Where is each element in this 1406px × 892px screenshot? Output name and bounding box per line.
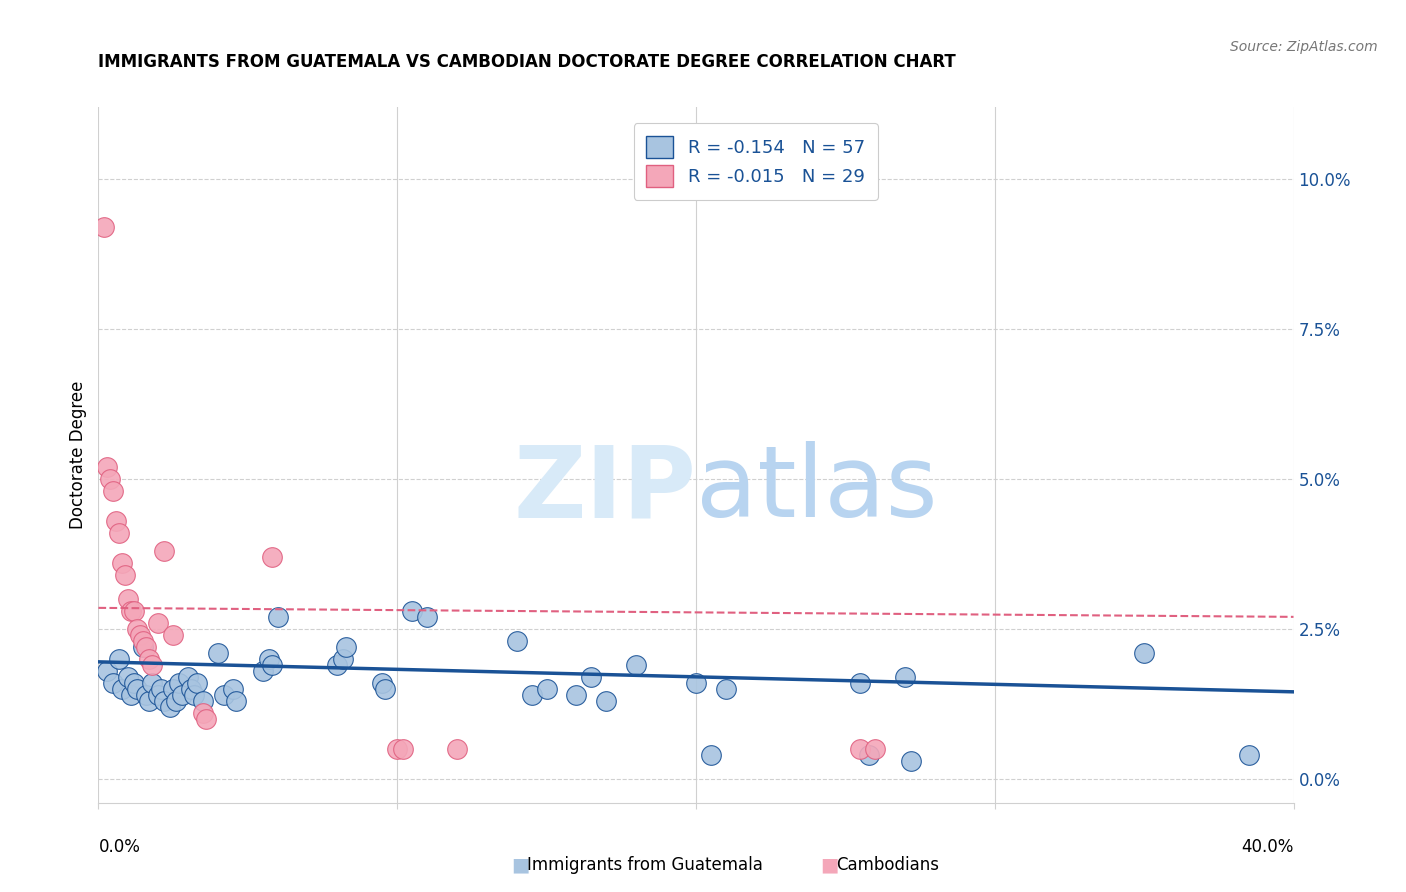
Point xyxy=(124,604,146,618)
Point xyxy=(108,652,131,666)
Point xyxy=(865,741,887,756)
Point xyxy=(117,670,139,684)
Point xyxy=(714,681,737,696)
Text: Source: ZipAtlas.com: Source: ZipAtlas.com xyxy=(1230,39,1378,54)
Point xyxy=(153,544,176,558)
Point xyxy=(167,676,190,690)
Point xyxy=(581,670,603,684)
Point xyxy=(117,591,139,606)
Point xyxy=(385,741,409,756)
Point xyxy=(207,646,229,660)
Point xyxy=(172,688,194,702)
Point xyxy=(165,694,187,708)
Point xyxy=(100,472,122,486)
Point xyxy=(1133,646,1156,660)
Point xyxy=(120,688,142,702)
Point xyxy=(700,747,723,762)
Point xyxy=(267,610,290,624)
Point xyxy=(93,219,115,234)
Point xyxy=(105,514,128,528)
Point xyxy=(162,628,184,642)
Point xyxy=(401,604,423,618)
Point xyxy=(180,681,202,696)
Point xyxy=(506,633,529,648)
Point xyxy=(120,604,142,618)
Point xyxy=(260,549,283,564)
Point xyxy=(260,657,283,672)
Text: atlas: atlas xyxy=(696,442,938,538)
Point xyxy=(111,681,134,696)
Point xyxy=(191,706,214,720)
Point xyxy=(159,699,181,714)
Point xyxy=(162,681,184,696)
Y-axis label: Doctorate Degree: Doctorate Degree xyxy=(69,381,87,529)
Point xyxy=(595,694,617,708)
Point xyxy=(108,525,131,540)
Point xyxy=(257,652,280,666)
Point xyxy=(222,681,245,696)
Text: ■: ■ xyxy=(510,855,530,875)
Text: ZIP: ZIP xyxy=(513,442,696,538)
Point xyxy=(150,681,173,696)
Point xyxy=(416,610,439,624)
Point xyxy=(129,628,152,642)
Point xyxy=(335,640,357,654)
Point xyxy=(138,694,160,708)
Point xyxy=(111,556,134,570)
Text: 40.0%: 40.0% xyxy=(1241,838,1294,856)
Point xyxy=(326,657,349,672)
Point xyxy=(103,483,125,498)
Point xyxy=(225,694,247,708)
Point xyxy=(849,741,872,756)
Point xyxy=(191,694,214,708)
Point xyxy=(103,676,125,690)
Point xyxy=(177,670,200,684)
Point xyxy=(96,459,118,474)
Point xyxy=(114,567,136,582)
Point xyxy=(894,670,917,684)
Text: ■: ■ xyxy=(820,855,839,875)
Point xyxy=(446,741,468,756)
Point xyxy=(252,664,274,678)
Point xyxy=(186,676,208,690)
Point xyxy=(127,622,149,636)
Point xyxy=(195,712,218,726)
Point xyxy=(900,754,922,768)
Point xyxy=(212,688,235,702)
Point xyxy=(124,676,146,690)
Point xyxy=(626,657,648,672)
Point xyxy=(153,694,176,708)
Text: Immigrants from Guatemala: Immigrants from Guatemala xyxy=(527,856,763,874)
Point xyxy=(127,681,149,696)
Point xyxy=(132,633,155,648)
Point xyxy=(371,676,394,690)
Point xyxy=(135,688,157,702)
Point xyxy=(536,681,558,696)
Point xyxy=(392,741,415,756)
Point xyxy=(148,688,170,702)
Point xyxy=(849,676,872,690)
Point xyxy=(141,657,163,672)
Point xyxy=(1237,747,1260,762)
Point xyxy=(183,688,205,702)
Point xyxy=(685,676,707,690)
Point xyxy=(96,664,118,678)
Point xyxy=(858,747,880,762)
Point xyxy=(141,676,163,690)
Text: Cambodians: Cambodians xyxy=(837,856,939,874)
Point xyxy=(332,652,354,666)
Point xyxy=(132,640,155,654)
Point xyxy=(520,688,543,702)
Point xyxy=(374,681,396,696)
Point xyxy=(148,615,170,630)
Point xyxy=(565,688,588,702)
Text: IMMIGRANTS FROM GUATEMALA VS CAMBODIAN DOCTORATE DEGREE CORRELATION CHART: IMMIGRANTS FROM GUATEMALA VS CAMBODIAN D… xyxy=(98,54,956,71)
Legend: R = -0.154   N = 57, R = -0.015   N = 29: R = -0.154 N = 57, R = -0.015 N = 29 xyxy=(634,123,877,200)
Point xyxy=(138,652,160,666)
Text: 0.0%: 0.0% xyxy=(98,838,141,856)
Point xyxy=(135,640,157,654)
